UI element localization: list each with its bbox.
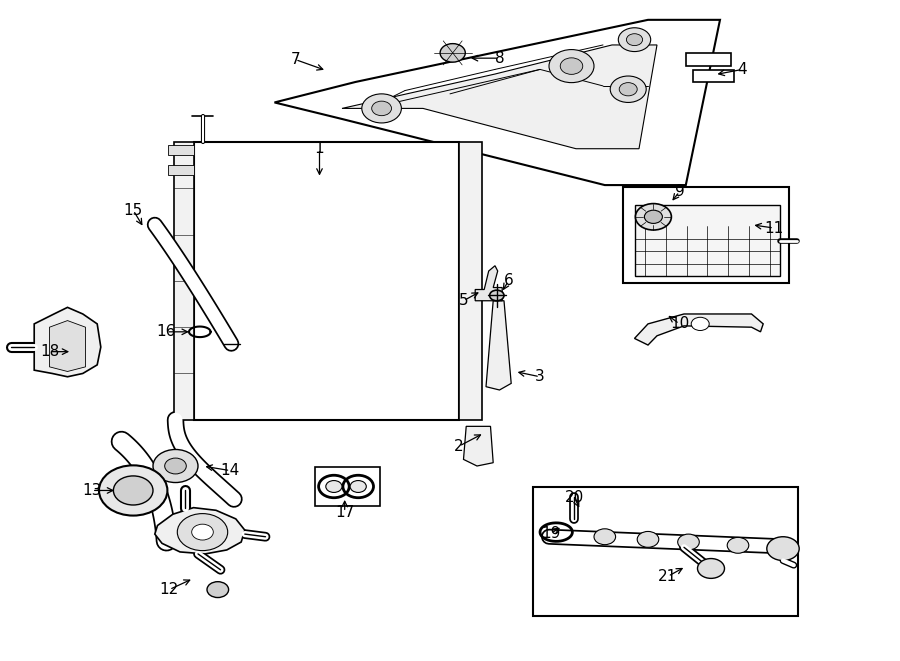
Polygon shape bbox=[475, 266, 502, 301]
Text: 18: 18 bbox=[40, 344, 59, 359]
Circle shape bbox=[610, 76, 646, 102]
Polygon shape bbox=[634, 314, 763, 345]
Bar bbox=[533, 487, 798, 616]
Circle shape bbox=[637, 531, 659, 547]
Bar bbox=[168, 145, 194, 155]
Bar bbox=[459, 142, 482, 420]
Circle shape bbox=[490, 290, 504, 301]
Text: 4: 4 bbox=[738, 62, 747, 77]
Circle shape bbox=[626, 34, 643, 46]
Circle shape bbox=[594, 529, 616, 545]
Circle shape bbox=[767, 537, 799, 561]
Text: 17: 17 bbox=[335, 505, 355, 520]
Text: 19: 19 bbox=[541, 526, 561, 541]
Text: 9: 9 bbox=[675, 184, 684, 199]
Circle shape bbox=[113, 476, 153, 505]
Text: 3: 3 bbox=[536, 369, 544, 384]
Bar bbox=[315, 467, 380, 506]
Bar bbox=[623, 187, 789, 283]
Polygon shape bbox=[50, 321, 86, 371]
Text: 13: 13 bbox=[82, 483, 102, 498]
Circle shape bbox=[619, 83, 637, 96]
Polygon shape bbox=[486, 301, 511, 390]
Text: 16: 16 bbox=[157, 325, 176, 339]
Circle shape bbox=[207, 582, 229, 598]
Text: 8: 8 bbox=[495, 51, 504, 65]
Bar bbox=[194, 142, 459, 420]
Text: 11: 11 bbox=[764, 221, 784, 235]
Bar bbox=[686, 53, 731, 66]
Circle shape bbox=[618, 28, 651, 52]
Circle shape bbox=[165, 458, 186, 474]
Text: 1: 1 bbox=[315, 141, 324, 156]
Bar bbox=[174, 142, 194, 420]
Polygon shape bbox=[464, 426, 493, 466]
Bar bbox=[168, 165, 194, 175]
Circle shape bbox=[727, 537, 749, 553]
Circle shape bbox=[635, 204, 671, 230]
Circle shape bbox=[560, 58, 583, 75]
Circle shape bbox=[372, 101, 392, 116]
Circle shape bbox=[678, 534, 699, 550]
Circle shape bbox=[549, 50, 594, 83]
Circle shape bbox=[177, 514, 228, 551]
Circle shape bbox=[440, 44, 465, 62]
Text: 2: 2 bbox=[454, 439, 464, 453]
Circle shape bbox=[644, 210, 662, 223]
Circle shape bbox=[326, 481, 342, 492]
Bar bbox=[693, 70, 733, 82]
Circle shape bbox=[691, 317, 709, 330]
Circle shape bbox=[362, 94, 401, 123]
Text: 15: 15 bbox=[123, 203, 143, 217]
Circle shape bbox=[153, 449, 198, 483]
Text: 12: 12 bbox=[159, 582, 179, 597]
Polygon shape bbox=[155, 508, 245, 554]
Text: 7: 7 bbox=[291, 52, 300, 67]
Text: 5: 5 bbox=[459, 293, 468, 308]
Text: 20: 20 bbox=[564, 490, 584, 504]
Circle shape bbox=[698, 559, 724, 578]
Polygon shape bbox=[34, 307, 101, 377]
Text: 14: 14 bbox=[220, 463, 240, 478]
Polygon shape bbox=[274, 20, 720, 185]
Text: 6: 6 bbox=[504, 274, 513, 288]
Bar bbox=[634, 205, 780, 276]
Text: 21: 21 bbox=[658, 569, 678, 584]
Text: 10: 10 bbox=[670, 317, 689, 331]
Circle shape bbox=[192, 524, 213, 540]
Circle shape bbox=[350, 481, 366, 492]
Polygon shape bbox=[342, 45, 657, 149]
Circle shape bbox=[99, 465, 167, 516]
